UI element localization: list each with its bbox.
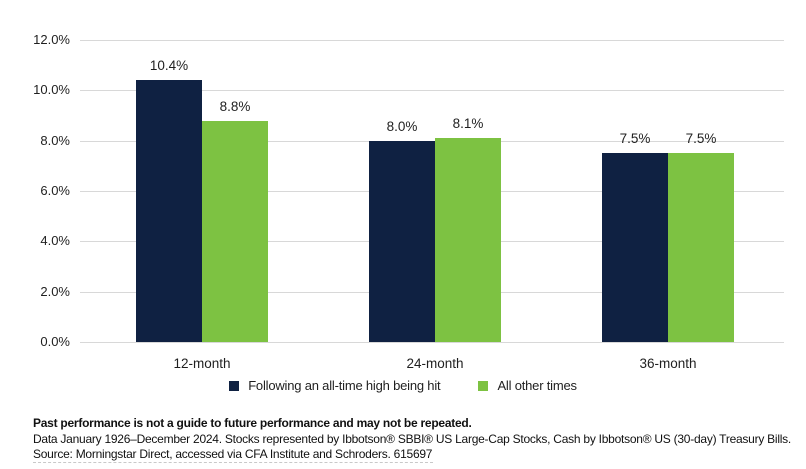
x-axis-category-label: 24-month (406, 356, 464, 371)
bar (602, 153, 668, 342)
bar (435, 138, 501, 342)
bar-value-label: 7.5% (685, 131, 717, 147)
bar-value-label: 8.0% (386, 118, 418, 134)
gridline (80, 342, 784, 343)
legend-swatch (478, 380, 489, 391)
x-axis-category-label: 36-month (639, 356, 697, 371)
bar-value-label: 10.4% (149, 58, 189, 74)
y-axis-tick-label: 0.0% (40, 334, 70, 349)
bar-value-label: 7.5% (619, 131, 651, 147)
footer-data-note: Data January 1926–December 2024. Stocks … (33, 432, 792, 446)
gridline (80, 40, 784, 41)
legend-label: All other times (497, 378, 577, 393)
y-axis-tick-label: 10.0% (33, 82, 70, 98)
bar-value-label: 8.1% (452, 116, 484, 132)
footer-divider-line (33, 462, 433, 463)
legend-item: All other times (478, 378, 577, 393)
legend-label: Following an all-time high being hit (248, 378, 441, 393)
x-axis-category-label: 12-month (173, 356, 231, 371)
y-axis-tick-label: 6.0% (40, 183, 70, 198)
chart-legend: Following an all-time high being hit All … (0, 378, 806, 393)
bar-value-label: 8.8% (219, 98, 251, 114)
y-axis-tick-label: 8.0% (40, 132, 70, 148)
bar-chart-plot: 0.0% 2.0% 4.0% 6.0% 8.0% 10.0% 12.0% 10.4% 8.0% 7… (33, 32, 784, 371)
legend-item: Following an all-time high being hit (229, 378, 441, 393)
bar (136, 80, 202, 342)
footer-source: Source: Morningstar Direct, accessed via… (33, 447, 433, 461)
y-axis-tick-label: 2.0% (40, 283, 70, 299)
legend-swatch (229, 380, 240, 391)
y-axis-tick-label: 12.0% (33, 32, 70, 47)
footer-disclaimer: Past performance is not a guide to futur… (33, 416, 472, 430)
bar (369, 140, 435, 342)
bar (668, 153, 734, 342)
bar (202, 120, 268, 342)
y-axis-tick-label: 4.0% (40, 233, 70, 249)
gridline (80, 90, 784, 92)
